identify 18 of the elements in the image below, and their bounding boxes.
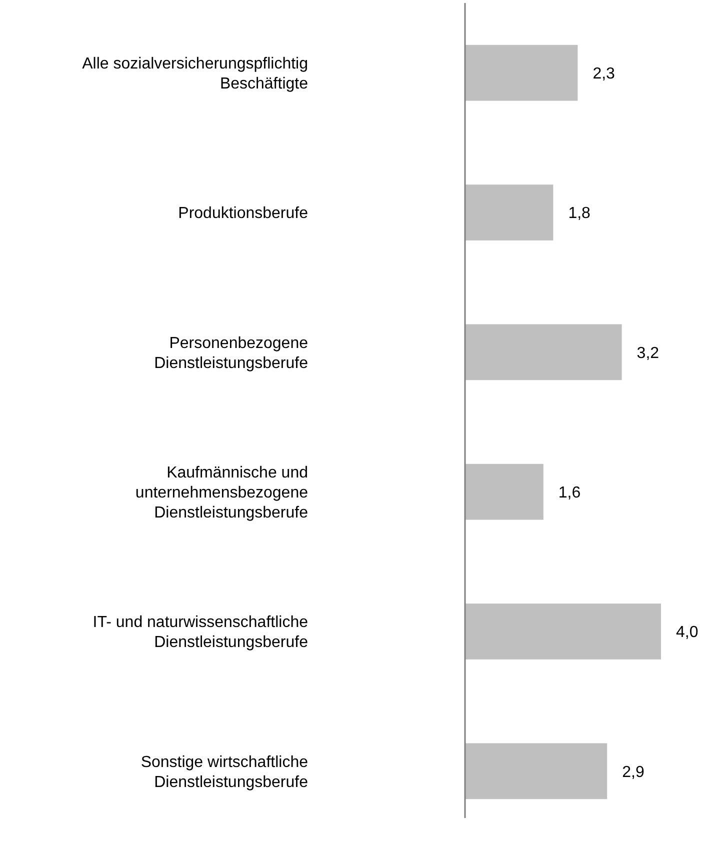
bar — [465, 324, 622, 380]
data-label: 2,3 — [592, 65, 616, 82]
y-tick-label: Sonstige wirtschaftliche Dienstleistungsberufe — [140, 754, 308, 791]
bar — [465, 184, 554, 240]
data-label: 1,6 — [558, 484, 581, 502]
bar — [465, 44, 578, 101]
data-label: 4,0 — [676, 624, 698, 642]
y-tick-label: Kaufmännische und unternehmensbezogene Dienstleistungsberufe — [135, 464, 308, 522]
bar — [465, 464, 544, 520]
data-label: 2,9 — [622, 764, 644, 781]
y-tick-label: Produktionsberufe — [178, 205, 308, 222]
y-tick-label: Alle sozialversicherungspflichtig Beschäftigte — [82, 55, 308, 92]
y-tick-label: IT- und naturwissenschaftliche Dienstleistungsberufe — [92, 614, 308, 652]
data-label: 1,8 — [568, 205, 591, 222]
data-label: 3,2 — [636, 344, 660, 362]
y-tick-label: Personenbezogene Dienstleistungsberufe — [154, 334, 308, 372]
bar — [465, 604, 661, 660]
bar — [465, 743, 608, 800]
